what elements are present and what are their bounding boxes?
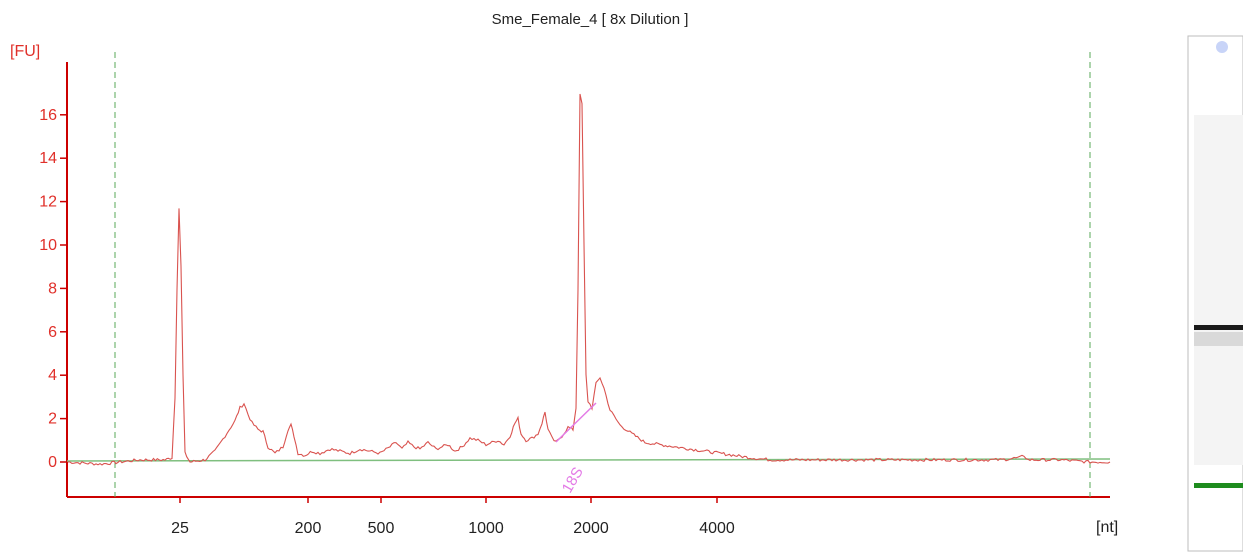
18s-annotation: 18S xyxy=(559,464,587,496)
series-trace xyxy=(68,93,1111,466)
gel-ladder-dot xyxy=(1216,41,1228,53)
gel-band-18s xyxy=(1194,325,1243,330)
x-tick-label: 2000 xyxy=(573,520,609,537)
y-axis-unit-label: [FU] xyxy=(10,43,40,60)
y-tick-label: 6 xyxy=(48,324,57,341)
gel-lane xyxy=(1187,35,1243,552)
baseline xyxy=(66,458,1111,462)
gel-band-faint xyxy=(1194,332,1243,346)
y-tick-label: 2 xyxy=(48,411,57,428)
y-tick-label: 12 xyxy=(39,194,57,211)
y-tick-label: 8 xyxy=(48,280,57,297)
y-tick-label: 10 xyxy=(39,237,57,254)
x-tick-label: 1000 xyxy=(468,520,504,537)
x-tick-label: 200 xyxy=(295,520,322,537)
x-tick-label: 500 xyxy=(368,520,395,537)
gel-marker-band xyxy=(1194,483,1243,488)
gel-background-zone xyxy=(1194,115,1243,465)
y-tick-label: 16 xyxy=(39,107,57,124)
chart-title: Sme_Female_4 [ 8x Dilution ] xyxy=(492,11,689,28)
y-tick-label: 4 xyxy=(48,367,57,384)
x-axis-unit-label: [nt] xyxy=(1096,519,1118,536)
x-tick-label: 25 xyxy=(171,520,189,537)
y-tick-label: 0 xyxy=(48,454,57,471)
18s-peak-integration-line xyxy=(555,402,597,443)
x-tick-label: 4000 xyxy=(699,520,735,537)
y-tick-label: 14 xyxy=(39,150,57,167)
